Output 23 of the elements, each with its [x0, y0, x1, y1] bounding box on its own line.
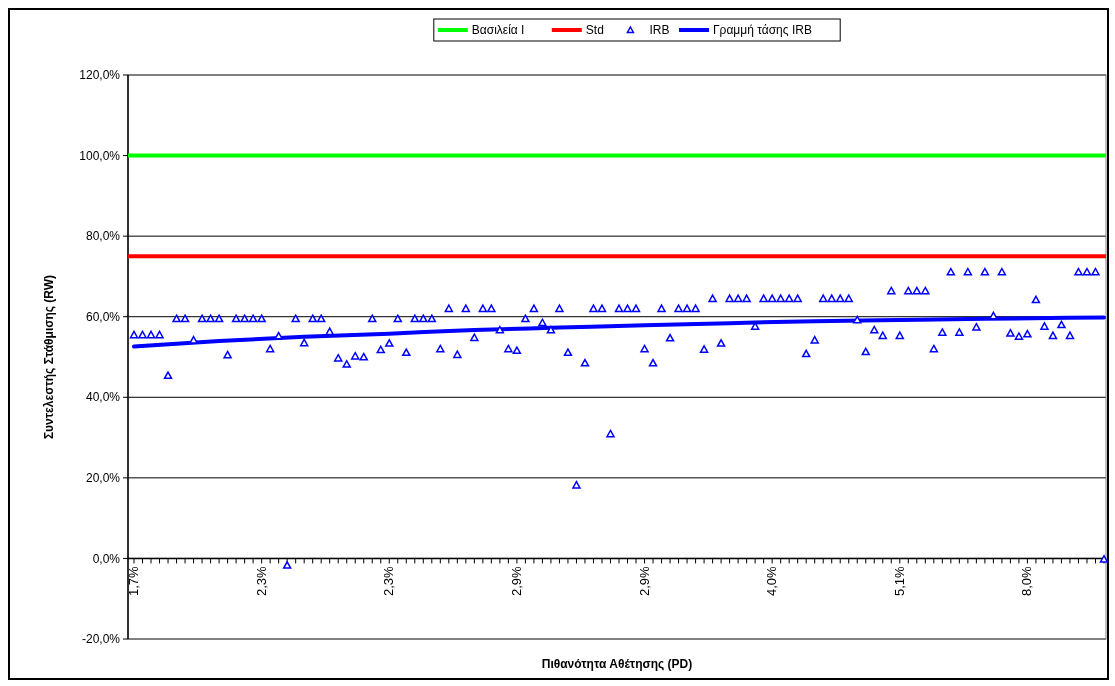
legend-label: Βασιλεία I — [471, 23, 525, 38]
legend-label: IRB — [649, 23, 670, 38]
x-tick-label: 8,0% — [1019, 566, 1035, 597]
x-axis-title: Πιθανότητα Αθέτησης (PD) — [541, 657, 693, 671]
y-tick-label: 20,0% — [85, 471, 121, 486]
x-tick-label: 1,7% — [126, 566, 141, 597]
x-tick-label: 2,3% — [381, 566, 397, 597]
y-tick-label: 80,0% — [85, 229, 121, 244]
y-tick-label: 0,0% — [92, 551, 121, 566]
y-axis-title: Συντελεστής Στάθμισης (RW) — [42, 274, 56, 440]
x-tick-label: 2,9% — [508, 566, 524, 597]
line-series — [132, 315, 1106, 349]
legend-label: Std — [585, 23, 604, 38]
y-tick-label: 60,0% — [85, 309, 121, 324]
y-tick-label: 100,0% — [79, 148, 121, 163]
x-tick-label: 5,1% — [891, 566, 907, 597]
x-tick-label: 4,0% — [764, 566, 780, 597]
x-tick-label: 2,3% — [253, 566, 269, 597]
y-tick-label: 120,0% — [79, 68, 121, 83]
y-tick-label: -20,0% — [81, 632, 121, 647]
x-tick-label: 2,9% — [636, 566, 652, 597]
legend-label: Γραμμή τάσης IRB — [713, 23, 812, 38]
y-tick-label: 40,0% — [85, 390, 121, 405]
